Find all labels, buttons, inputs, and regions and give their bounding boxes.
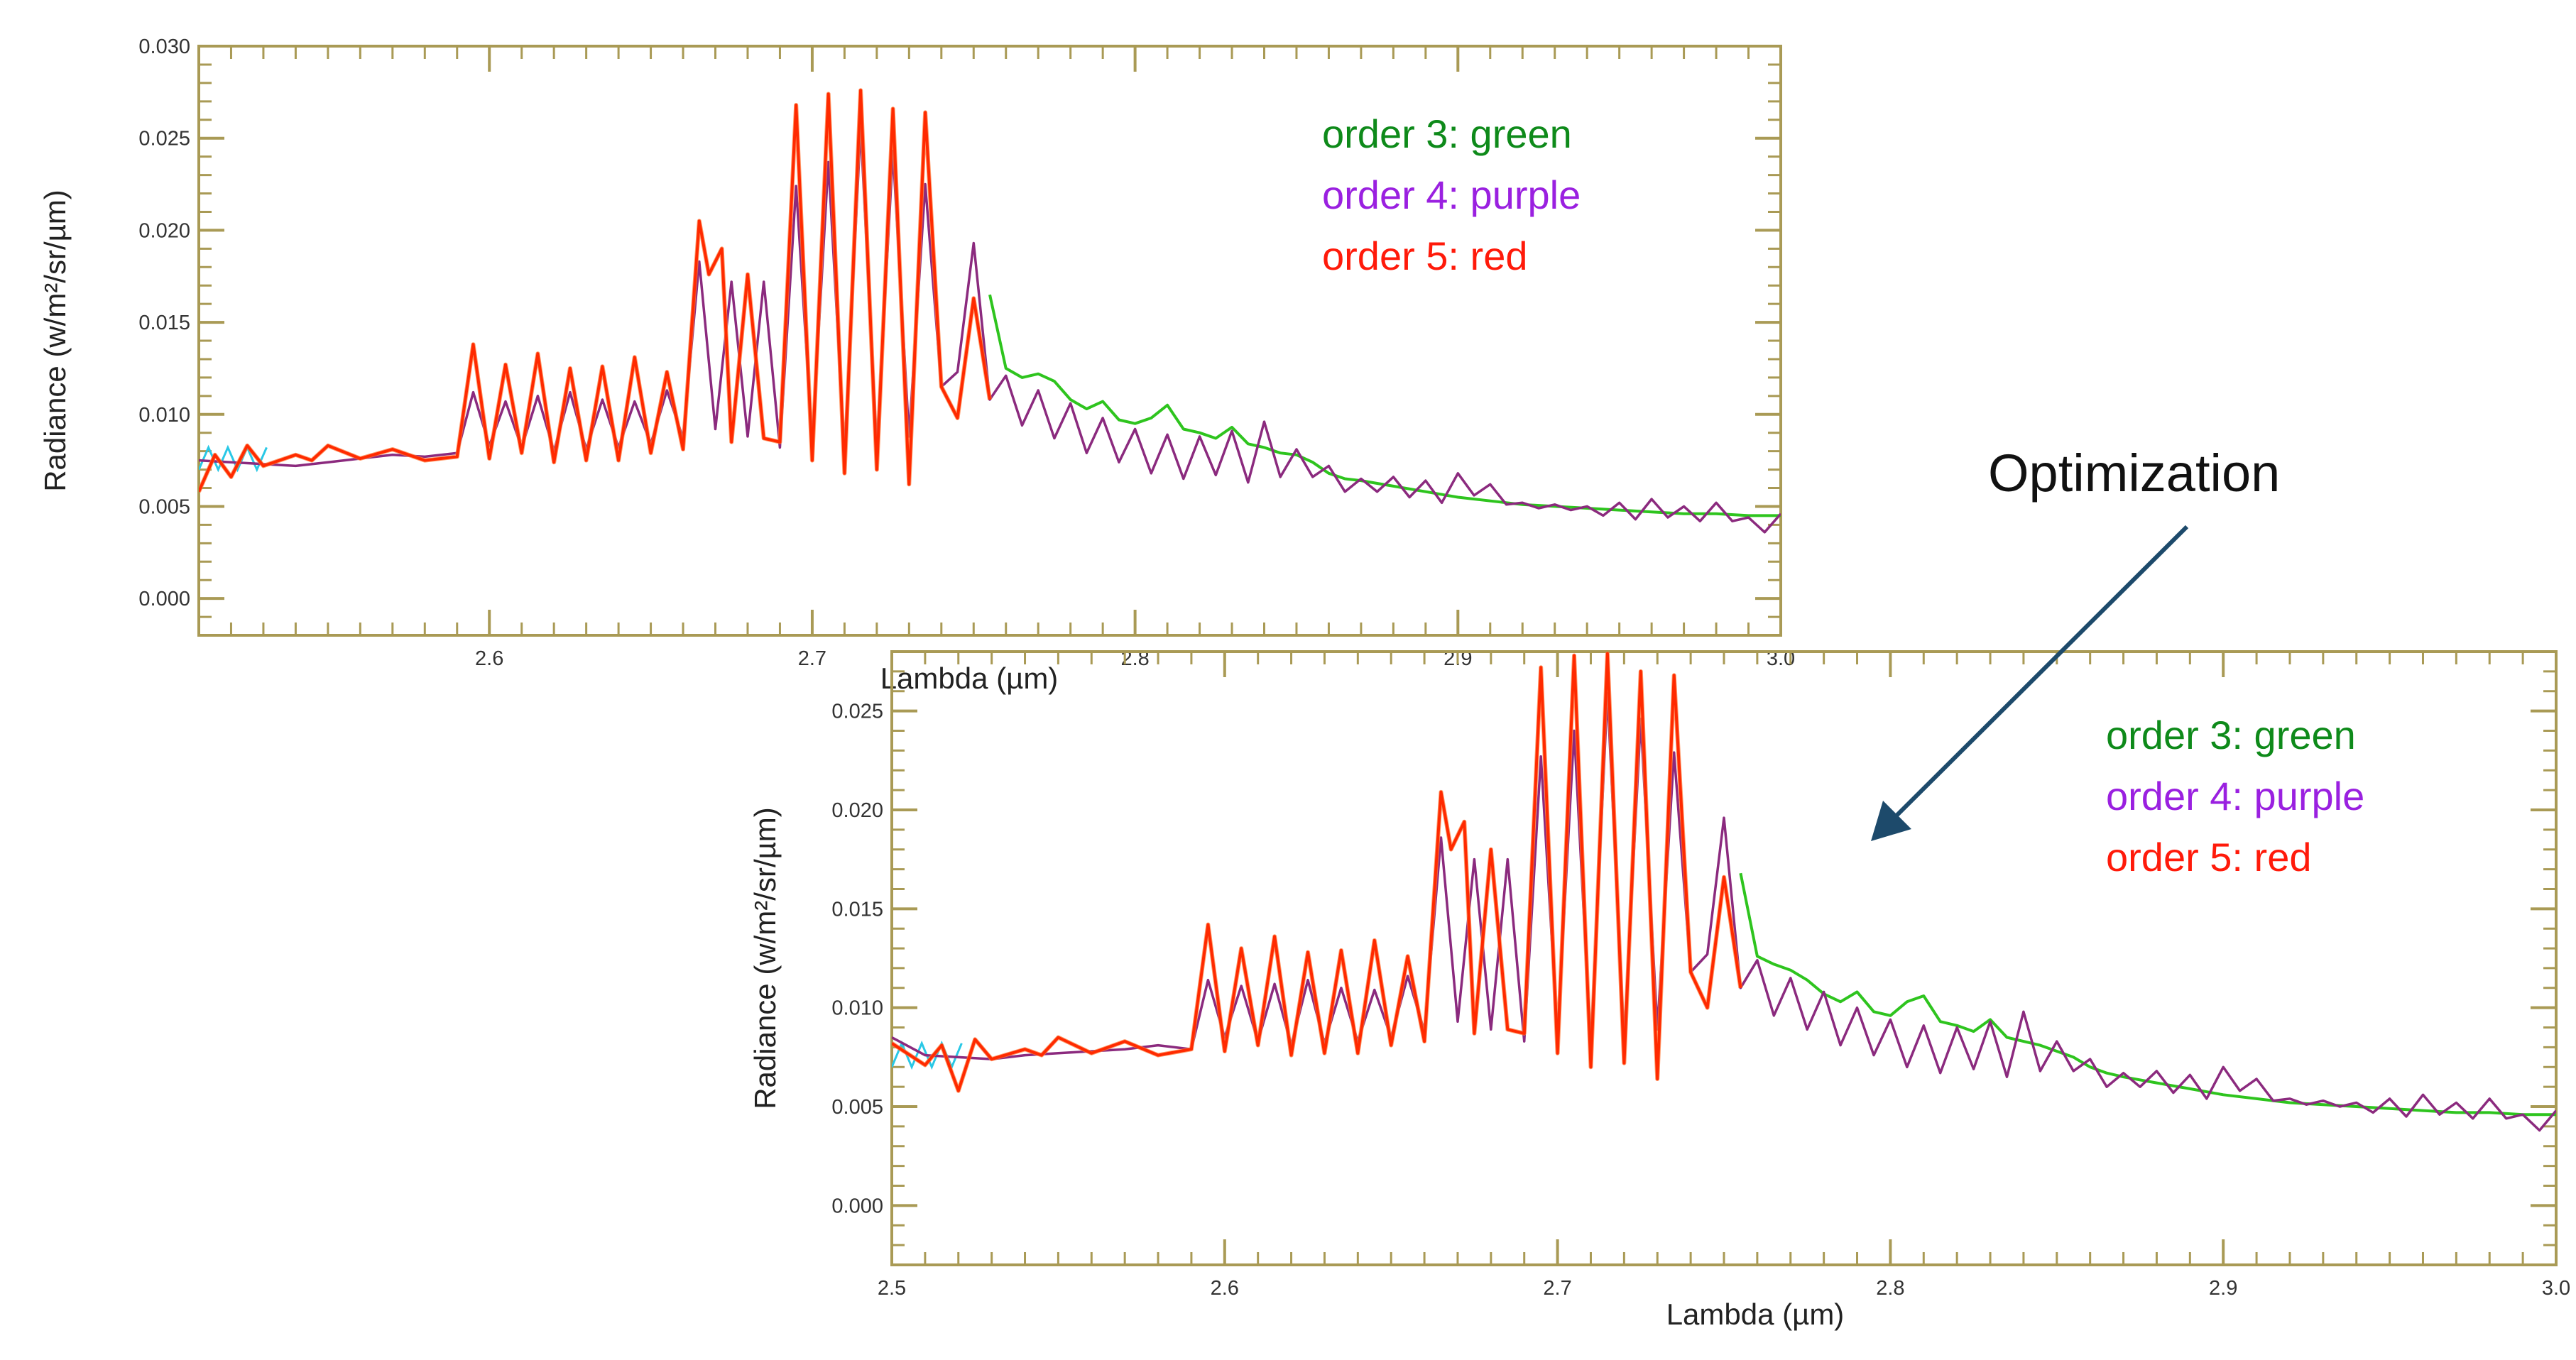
series-group — [199, 88, 1781, 534]
legend-entry-order5: order 5: red — [1322, 234, 1528, 278]
series-line-order5 — [892, 652, 1742, 1092]
y-axis-title: Radiance (w/m²/sr/µm) — [38, 190, 72, 492]
series-line-cyan — [199, 444, 268, 473]
y-tick-label: 0.010 — [831, 997, 883, 1020]
chart-bottom: 2.5 2.6 2.7 2.8 2.9 3.0 0.000 0.005 0.010 0.015 0.… — [748, 650, 2570, 1331]
chart-top: 2.6 2.7 2.8 2.9 3.00.0000.0050.0100.0150.020… — [38, 35, 1795, 695]
x-tick-label: 2.7 — [798, 647, 826, 670]
y-tick-label: 0.005 — [138, 495, 190, 518]
y-tick-label: 0.020 — [138, 219, 190, 242]
series-line-order5 — [199, 89, 991, 493]
series-line-order4 — [892, 691, 2556, 1132]
series-line-order3 — [988, 294, 1781, 517]
y-axis-title: Radiance (w/m²/sr/µm) — [748, 807, 782, 1109]
x-axis-title: Lambda (µm) — [1666, 1298, 1845, 1331]
x-tick-label: 2.9 — [2209, 1277, 2237, 1300]
legend-entry-order4: order 4: purple — [2106, 774, 2364, 818]
legend-entry-order3: order 3: green — [2106, 713, 2356, 757]
x-tick-label: 2.8 — [1876, 1277, 1904, 1300]
y-tick-label: 0.030 — [138, 35, 190, 58]
optimization-label: Optimization — [1988, 444, 2280, 503]
y-tick-label: 0.025 — [138, 128, 190, 150]
legend-entry-order5: order 5: red — [2106, 835, 2312, 879]
series-line-order5-glow — [199, 88, 992, 493]
y-tick-label: 0.010 — [138, 404, 190, 427]
y-tick-label: 0.005 — [831, 1096, 883, 1119]
y-tick-label: 0.000 — [138, 588, 190, 610]
legend-entry-order4: order 4: purple — [1322, 172, 1581, 217]
x-tick-label: 2.7 — [1543, 1277, 1571, 1300]
series-line-order5-glow — [892, 652, 1743, 1093]
series-group — [892, 652, 2556, 1132]
x-tick-label: 2.6 — [1211, 1277, 1239, 1300]
series-line-order3 — [1739, 872, 2556, 1117]
x-tick-label: 2.5 — [878, 1277, 906, 1300]
legend-entry-order3: order 3: green — [1322, 111, 1572, 156]
x-tick-label: 3.0 — [2542, 1277, 2570, 1300]
optimization-annotation: Optimization — [1871, 444, 2280, 841]
series-line-order4 — [199, 126, 1781, 534]
arrow-head-icon — [1871, 801, 1911, 841]
x-axis-title: Lambda (µm) — [880, 662, 1059, 695]
y-tick-label: 0.020 — [831, 799, 883, 822]
y-tick-label: 0.025 — [831, 701, 883, 723]
x-tick-label: 2.6 — [475, 647, 503, 670]
y-tick-label: 0.015 — [138, 312, 190, 334]
y-tick-label: 0.015 — [831, 898, 883, 921]
arrow-icon — [1890, 525, 2189, 822]
y-tick-label: 0.000 — [831, 1195, 883, 1217]
